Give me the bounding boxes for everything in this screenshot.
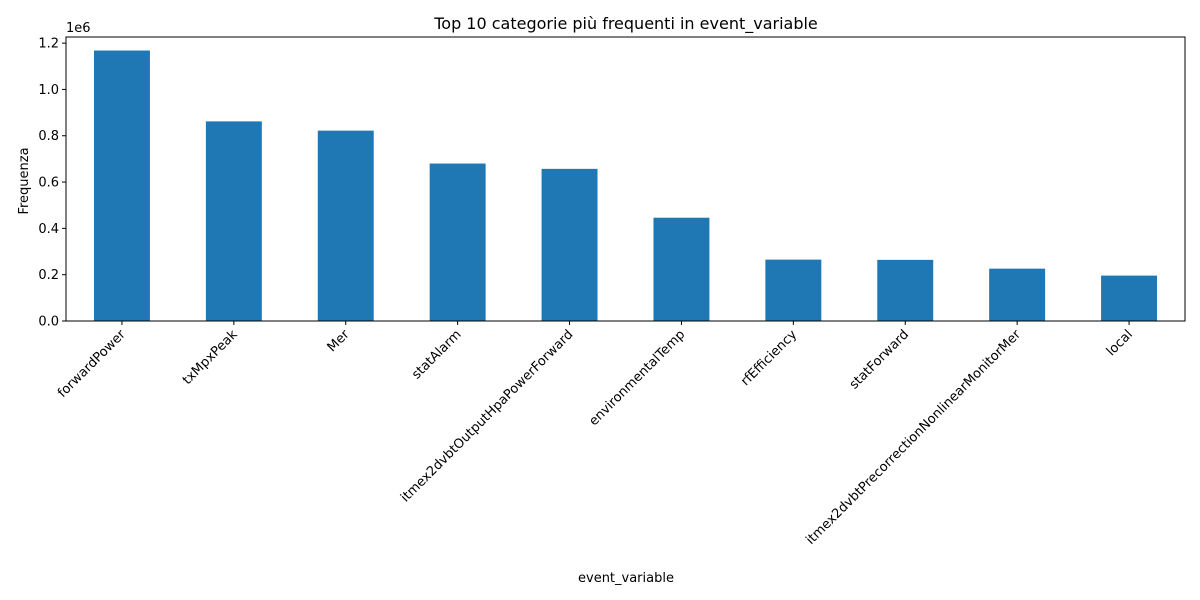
y-tick-label: 0.6 bbox=[38, 176, 59, 191]
bar-itmex2dvbtPrecorrectionNonlinearMonitorMer bbox=[989, 268, 1046, 321]
y-tick-label: 0.0 bbox=[38, 315, 59, 330]
x-axis-title: event_variable bbox=[578, 571, 674, 586]
y-axis-ticks: 0.0 0.2 0.4 0.6 0.8 1.0 1.2 bbox=[38, 37, 66, 330]
x-tick-label: itmex2dvbtOutputHpaPowerForward bbox=[398, 327, 576, 505]
y-tick-label: 1.0 bbox=[38, 83, 59, 98]
x-tick-label: forwardPower bbox=[55, 327, 129, 401]
y-tick-label: 0.4 bbox=[38, 222, 59, 237]
bar-txMpxPeak bbox=[205, 121, 262, 322]
bar-statForward bbox=[877, 259, 934, 321]
bars-group bbox=[93, 50, 1158, 322]
y-axis-title: Frequenza bbox=[17, 147, 32, 214]
x-axis-ticks: forwardPower txMpxPeak Mer statAlarmitmex2d… bbox=[55, 321, 1136, 548]
x-tick-label: statForward bbox=[847, 327, 912, 392]
x-tick-label: Mer bbox=[325, 327, 353, 355]
bar-statAlarm bbox=[429, 163, 486, 321]
y-tick-label: 1.2 bbox=[38, 37, 59, 52]
bar-Mer bbox=[317, 130, 374, 321]
bar-itmex2dvbtOutputHpaPowerForward bbox=[541, 168, 598, 321]
plot-frame bbox=[65, 36, 1186, 322]
y-tick-label: 0.8 bbox=[38, 129, 59, 144]
x-tick-label: environmentalTemp bbox=[586, 327, 688, 429]
x-tick-label: txMpxPeak bbox=[180, 327, 241, 388]
x-tick-label: local bbox=[1104, 327, 1136, 359]
x-tick-label: rfEfficiency bbox=[738, 327, 800, 389]
x-tick-label: statAlarm bbox=[409, 327, 464, 382]
y-tick-label: 0.2 bbox=[38, 268, 59, 283]
y-axis-offset-label: 1e6 bbox=[66, 21, 91, 36]
bar-environmentalTemp bbox=[653, 217, 710, 321]
bar-local bbox=[1101, 275, 1158, 321]
x-tick-label: itmex2dvbtPrecorrectionNonlinearMonitorM… bbox=[803, 327, 1024, 548]
bar-forwardPower bbox=[93, 50, 150, 322]
bar-rfEfficiency bbox=[765, 259, 822, 321]
chart-title: Top 10 categorie più frequenti in event_… bbox=[433, 14, 818, 34]
